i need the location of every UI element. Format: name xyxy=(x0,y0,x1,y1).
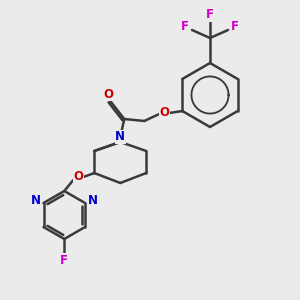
Text: N: N xyxy=(88,194,98,208)
Text: O: O xyxy=(103,88,113,100)
Text: F: F xyxy=(60,254,68,266)
Text: F: F xyxy=(231,20,239,32)
Text: O: O xyxy=(159,106,169,119)
Text: N: N xyxy=(115,130,125,143)
Text: F: F xyxy=(181,20,189,32)
Text: N: N xyxy=(31,194,40,208)
Text: O: O xyxy=(73,170,83,184)
Text: F: F xyxy=(206,8,214,22)
